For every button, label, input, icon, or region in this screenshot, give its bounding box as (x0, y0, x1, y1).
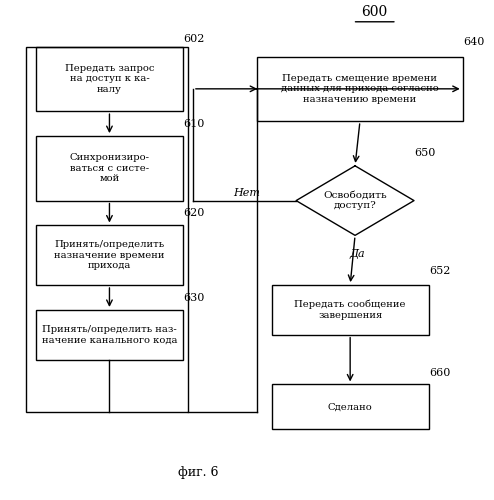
Text: Да: Да (350, 248, 366, 258)
Text: 660: 660 (429, 368, 450, 378)
FancyBboxPatch shape (272, 384, 429, 429)
Text: Нет: Нет (234, 188, 260, 198)
Text: 610: 610 (183, 118, 205, 128)
FancyBboxPatch shape (257, 56, 463, 121)
Text: 620: 620 (183, 208, 205, 218)
Text: 652: 652 (429, 266, 450, 276)
FancyBboxPatch shape (272, 285, 429, 335)
Text: 630: 630 (183, 294, 205, 304)
FancyBboxPatch shape (36, 46, 183, 111)
Text: Принять/определить наз-
начение канального кода: Принять/определить наз- начение канально… (41, 325, 177, 344)
Text: Передать запрос
на доступ к ка-
налу: Передать запрос на доступ к ка- налу (65, 64, 154, 94)
Text: 602: 602 (183, 34, 205, 44)
FancyBboxPatch shape (36, 310, 183, 360)
FancyBboxPatch shape (36, 136, 183, 200)
Text: Передать смещение времени
данных для прихода согласно
назначению времени: Передать смещение времени данных для при… (281, 74, 439, 104)
Text: Передать сообщение
завершения: Передать сообщение завершения (294, 300, 406, 320)
Text: Сделано: Сделано (328, 402, 372, 411)
Text: Освободить
доступ?: Освободить доступ? (323, 191, 387, 210)
Text: Синхронизиро-
ваться с систе-
мой: Синхронизиро- ваться с систе- мой (70, 154, 150, 183)
Text: 640: 640 (463, 36, 485, 46)
Text: 600: 600 (362, 6, 388, 20)
Text: Принять/определить
назначение времени
прихода: Принять/определить назначение времени пр… (54, 240, 165, 270)
Text: 650: 650 (414, 148, 435, 158)
FancyBboxPatch shape (36, 226, 183, 285)
Text: фиг. 6: фиг. 6 (178, 466, 218, 478)
